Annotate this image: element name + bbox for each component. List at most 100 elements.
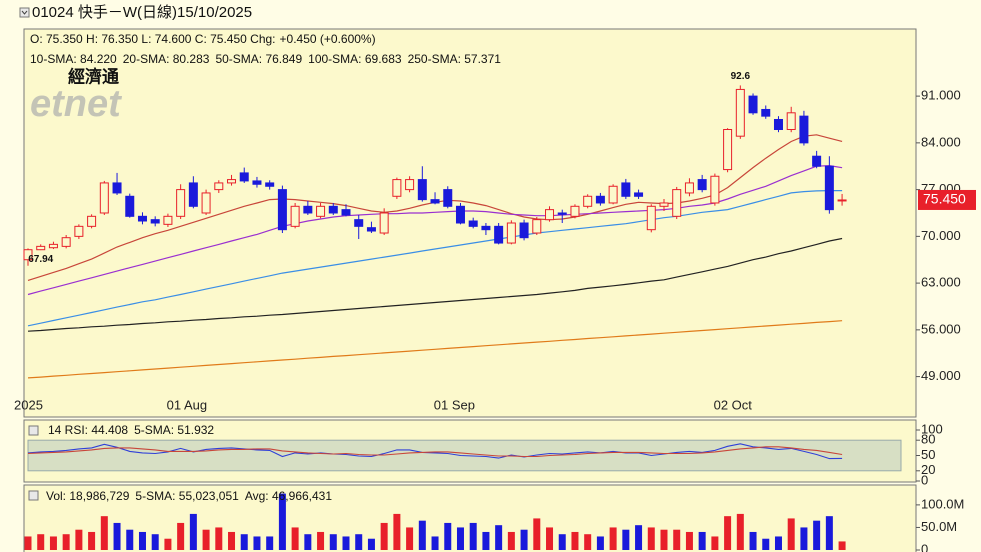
last-price-box	[918, 189, 976, 210]
candle-body	[214, 182, 224, 191]
collapse-box[interactable]	[19, 7, 30, 18]
y-tick-label: 100.0M	[921, 496, 964, 511]
volume-bar	[495, 525, 503, 550]
volume-bar	[253, 536, 261, 550]
watermark-chinese: 經濟通	[68, 66, 119, 86]
candle-body	[392, 179, 402, 197]
candle-body	[137, 215, 147, 222]
extreme-label: 67.94	[28, 254, 53, 265]
volume-bar	[800, 527, 808, 550]
volume-bar	[24, 536, 32, 550]
volume-bar	[342, 536, 350, 550]
volume-bar	[609, 527, 617, 550]
candle-body	[36, 245, 46, 251]
legend-box	[28, 425, 39, 436]
candle-body	[494, 225, 504, 244]
volume-bar	[406, 527, 414, 550]
volume-bar	[164, 538, 172, 550]
volume-bar	[266, 536, 274, 550]
volume-bar	[100, 516, 108, 550]
candle-body	[557, 212, 567, 215]
y-tick-label: 0	[921, 541, 928, 552]
candle-body	[646, 205, 656, 231]
candle-body	[735, 88, 745, 137]
sma-line	[27, 237, 843, 332]
volume-bar	[698, 531, 706, 550]
x-tick-label: 02 Oct	[714, 397, 753, 412]
volume-bar	[75, 529, 83, 550]
volume-bar	[202, 529, 210, 550]
legend-box	[28, 490, 39, 501]
candle-body	[61, 237, 71, 247]
candle-body	[455, 205, 465, 224]
candle-body	[366, 227, 376, 232]
volume-bar	[774, 536, 782, 550]
candle-body	[710, 175, 720, 204]
candle-body	[176, 189, 186, 217]
volume-bar	[189, 513, 197, 550]
candle-body	[188, 182, 198, 207]
candle-body	[443, 189, 453, 207]
candle-body	[341, 209, 351, 216]
legend-entry: Vol: 18,986,729	[46, 489, 130, 503]
y-tick-label: 80	[921, 432, 935, 447]
volume-bar	[571, 531, 579, 550]
volume-bar	[177, 522, 185, 550]
x-tick-label: 01 Aug	[167, 397, 208, 412]
candle-body	[748, 95, 758, 114]
candle-body	[608, 185, 618, 204]
candle-body	[672, 189, 682, 217]
volume-bar	[507, 531, 515, 550]
candle-body	[761, 108, 771, 117]
candle-body	[48, 243, 58, 249]
y-tick-label: 49.000	[921, 368, 961, 383]
volume-bar	[329, 534, 337, 550]
candle-body	[545, 209, 555, 221]
candle-body	[74, 225, 84, 237]
volume-bar	[317, 531, 325, 550]
volume-bar	[215, 527, 223, 550]
volume-bar	[558, 534, 566, 550]
volume-bar	[736, 513, 744, 550]
candle-body	[812, 155, 822, 167]
legend-entry: 14 RSI: 44.408	[48, 423, 128, 437]
candle-body	[595, 195, 605, 204]
candle-body	[99, 182, 109, 214]
volume-bar	[380, 522, 388, 550]
volume-bar	[418, 520, 426, 550]
volume-bar	[228, 531, 236, 550]
volume-bar	[456, 527, 464, 550]
y-tick-label: 56.000	[921, 321, 961, 336]
legend-entry: 5-SMA: 55,023,051	[135, 489, 239, 503]
collapse-icon	[21, 10, 28, 15]
watermark-latin: etnet	[30, 83, 122, 125]
volume-bar	[825, 516, 833, 550]
y-tick-label: 50.0M	[921, 519, 957, 534]
volume-bar	[673, 529, 681, 550]
volume-bar	[304, 534, 312, 550]
volume-bar	[431, 536, 439, 550]
volume-bar	[724, 516, 732, 550]
candle-body	[468, 220, 478, 227]
volume-bar	[240, 534, 248, 550]
y-tick-label: 100	[921, 421, 943, 436]
volume-bar	[37, 534, 45, 550]
page-title: 01024 快手－W(日線)15/10/2025	[32, 4, 252, 21]
candle-body	[659, 202, 669, 207]
candle-body	[799, 115, 809, 144]
volume-bar	[393, 513, 401, 550]
volume-bar	[647, 527, 655, 550]
candle-body	[23, 249, 33, 261]
candle-body	[405, 179, 415, 191]
volume-bar	[151, 534, 159, 550]
candle-body	[328, 205, 338, 214]
ohlc-info: O: 75.350 H: 76.350 L: 74.600 C: 75.450 …	[30, 32, 276, 46]
candle-body	[481, 225, 491, 231]
legend-entry: 250-SMA: 57.371	[408, 52, 502, 66]
extreme-label: 92.6	[731, 71, 751, 82]
volume-bar	[444, 522, 452, 550]
y-tick-label: 50	[921, 447, 935, 462]
candle-body	[621, 182, 631, 197]
candle-body	[786, 112, 796, 131]
